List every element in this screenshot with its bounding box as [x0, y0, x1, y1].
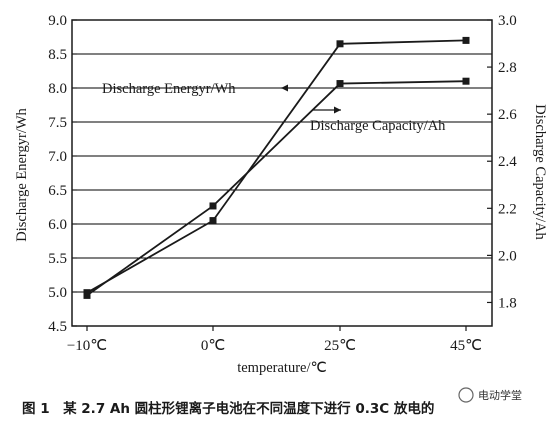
series-line [86, 39, 467, 294]
left-tick-label: 5.5 [48, 251, 67, 267]
series-point [209, 202, 217, 210]
left-tick-label: 7.0 [48, 149, 67, 165]
annotation-arrowhead [281, 84, 288, 92]
series-group [83, 36, 470, 299]
series-label: Discharge Capacity/Ah [310, 118, 446, 134]
left-tick-label: 5.0 [48, 285, 67, 301]
left-axis-ticks: 4.5 5.0 5.5 6.0 6.5 7.0 7.5 8.0 8.5 9.0 [48, 13, 77, 335]
right-tick-label: 1.8 [498, 295, 517, 311]
series-line [86, 80, 467, 297]
x-tick-label: −10℃ [67, 338, 107, 354]
left-tick-label: 6.0 [48, 217, 67, 233]
plot-frame [71, 19, 493, 327]
right-tick-label: 3.0 [498, 13, 517, 29]
watermark: 电动学堂 [458, 387, 522, 403]
right-tick-label: 2.8 [498, 60, 517, 76]
x-axis-ticks: −10℃ 0℃ 25℃ 45℃ [67, 326, 482, 354]
x-tick-label: 45℃ [450, 338, 482, 354]
watermark-icon [458, 387, 474, 403]
x-axis-label: temperature/℃ [237, 360, 327, 376]
series-point [83, 291, 91, 299]
series-point [462, 77, 470, 85]
right-tick-label: 2.0 [498, 248, 517, 264]
series-annotations: Discharge Energyr/Wh Discharge Capacity/A… [102, 81, 446, 134]
right-axis-label: Discharge Capacity/Ah [532, 104, 548, 240]
left-tick-label: 6.5 [48, 183, 67, 199]
series-point [462, 36, 470, 44]
right-tick-label: 2.6 [498, 107, 517, 123]
figure-caption: 图 1 某 2.7 Ah 圆柱形锂离子电池在不同温度下进行 0.3C 放电的 [22, 400, 434, 417]
left-axis-label: Discharge Energyr/Wh [14, 107, 30, 241]
right-tick-label: 2.2 [498, 201, 517, 217]
series-point [336, 40, 344, 48]
left-tick-label: 8.5 [48, 47, 67, 63]
series-point [336, 80, 344, 88]
series-point [209, 217, 217, 225]
annotation-arrowhead [334, 106, 341, 114]
left-tick-label: 8.0 [48, 81, 67, 97]
watermark-text: 电动学堂 [478, 388, 522, 402]
left-tick-label: 9.0 [48, 13, 67, 29]
left-tick-label: 4.5 [48, 319, 67, 335]
grid-lines [72, 53, 492, 293]
right-axis-ticks: 1.8 2.0 2.2 2.4 2.6 2.8 3.0 [487, 13, 517, 311]
series-label: Discharge Energyr/Wh [102, 81, 236, 97]
x-tick-label: 25℃ [324, 338, 356, 354]
left-tick-label: 7.5 [48, 115, 67, 131]
x-tick-label: 0℃ [201, 338, 225, 354]
right-tick-label: 2.4 [498, 154, 517, 170]
